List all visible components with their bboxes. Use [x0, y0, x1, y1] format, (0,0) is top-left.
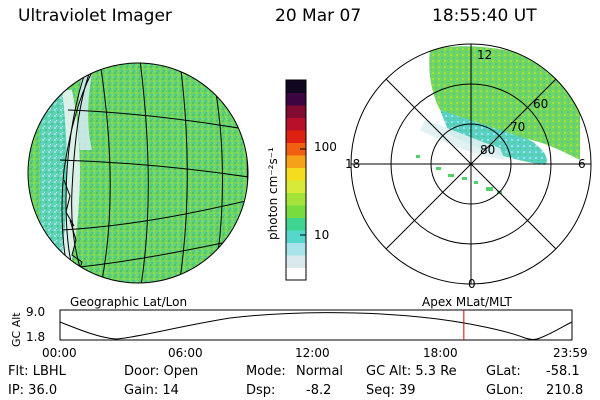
colorbar-tick-10: 10	[314, 228, 330, 242]
colorbar-band	[286, 242, 306, 256]
colorbar-band	[286, 180, 306, 193]
timeline-xtick-2: 12:00	[295, 346, 330, 360]
colorbar-band	[286, 205, 306, 218]
colorbar-border	[285, 79, 307, 281]
status-glat-value: -58.1	[546, 364, 580, 379]
status-dsp-value: -8.2	[306, 383, 332, 398]
colorbar-band	[286, 92, 306, 106]
status-glon-value: 210.8	[546, 383, 584, 398]
colorbar-band	[286, 105, 306, 118]
status-seq: Seq: 39	[366, 383, 416, 398]
polar-label: Apex MLat/MLT	[422, 295, 512, 309]
mlt-label-6: 6	[578, 157, 586, 171]
timeline-xtick-4: 23:59	[553, 346, 588, 360]
colorbar-band	[286, 192, 306, 206]
timeline-xtick-1: 06:00	[168, 346, 203, 360]
status-gain: Gain: 14	[124, 383, 179, 398]
status-glat-label: GLat:	[486, 364, 521, 379]
mlt-label-0: 0	[468, 277, 476, 291]
status-filter: Flt: LBHL	[8, 364, 66, 379]
app-title: Ultraviolet Imager	[18, 6, 172, 26]
colorbar-band	[286, 130, 306, 143]
timeline-xtick-3: 18:00	[423, 346, 458, 360]
colorbar	[285, 79, 307, 281]
timeline-plot	[59, 309, 573, 341]
date-label: 20 Mar 07	[275, 6, 362, 26]
colorbar-band	[286, 80, 306, 93]
status-dsp-label: Dsp:	[246, 383, 276, 398]
colorbar-band	[286, 117, 306, 131]
colorbar-band	[286, 230, 306, 243]
geographic-label: Geographic Lat/Lon	[70, 295, 188, 309]
colorbar-band	[286, 255, 306, 268]
colorbar-band	[286, 142, 306, 156]
altitude-curve	[59, 312, 573, 340]
status-door: Door: Open	[124, 364, 199, 379]
mlt-label-12: 12	[477, 48, 493, 62]
status-ip: IP: 36.0	[8, 383, 58, 398]
status-mode-label: Mode:	[246, 364, 286, 379]
status-mode-value: Normal	[296, 364, 344, 379]
lat-label-60: 60	[533, 97, 549, 111]
time-label: 18:55:40 UT	[432, 6, 537, 26]
status-gc-alt: GC Alt: 5.3 Re	[366, 364, 457, 379]
colorbar-band	[286, 167, 306, 181]
mlt-label-18: 18	[345, 157, 361, 171]
timeline-ylabel: GC Alt	[10, 312, 23, 347]
status-glon-label: GLon:	[486, 383, 524, 398]
lat-label-80: 80	[480, 143, 496, 157]
colorbar-band	[286, 267, 306, 281]
colorbar-tick-100: 100	[314, 140, 337, 154]
timeline-ytick-bottom: 1.8	[26, 330, 46, 344]
lat-label-70: 70	[510, 120, 526, 134]
colorbar-band	[286, 217, 306, 231]
colorbar-band	[286, 155, 306, 168]
timeline-ytick-top: 9.0	[26, 305, 46, 319]
timeline-xtick-0: 00:00	[42, 346, 77, 360]
